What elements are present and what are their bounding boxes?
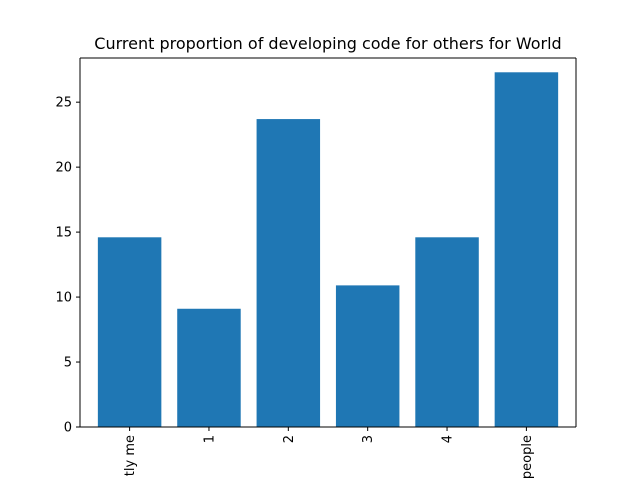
y-tick-label: 25: [55, 96, 72, 111]
bar: [177, 308, 241, 427]
x-tick-label: 3: [361, 435, 376, 443]
y-tick-label: 10: [55, 291, 72, 306]
bar: [415, 237, 479, 427]
y-tick-label: 20: [55, 161, 72, 176]
x-tick-label: 2: [282, 435, 297, 443]
y-tick-label: 15: [55, 226, 72, 241]
y-tick-label: 5: [64, 356, 72, 371]
bar: [335, 285, 400, 427]
chart-title: Current proportion of developing code fo…: [94, 34, 561, 53]
bar: [494, 72, 559, 427]
bar: [256, 119, 321, 427]
x-tick-label: people: [520, 435, 535, 479]
bar: [97, 237, 162, 427]
y-tick-label: 0: [64, 421, 72, 436]
x-tick-label: 1: [202, 435, 217, 443]
x-tick-label: tly me: [123, 435, 138, 476]
x-tick-label: 4: [441, 435, 456, 443]
